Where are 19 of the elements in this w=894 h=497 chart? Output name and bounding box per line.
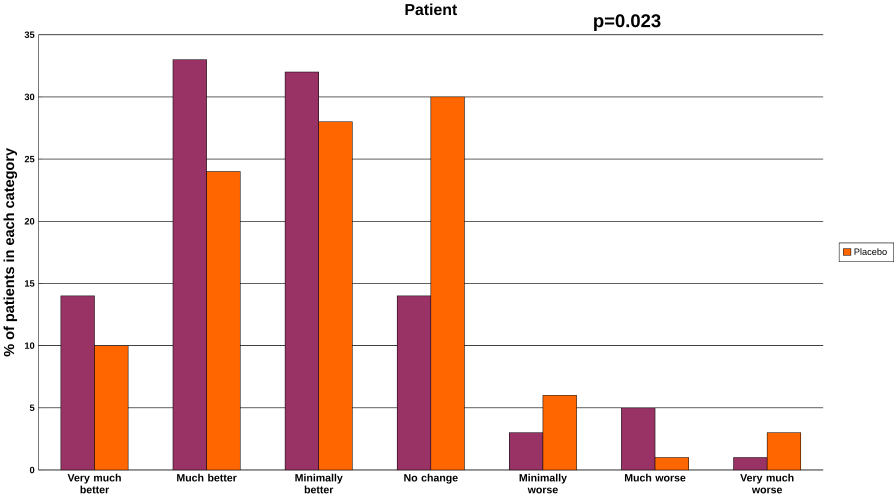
x-tick-label: Minimally better [295,474,343,494]
y-tick-label: 15 [24,280,34,287]
x-tick-label: No change [404,474,458,484]
y-tick-label: 30 [24,94,34,100]
y-axis-title: % of patients in each category [4,148,18,356]
y-tick-label: 20 [24,218,34,225]
x-tick-label: Much worse [624,474,686,482]
x-tick-label: Very much better [68,474,121,494]
x-tick-label: Very much worse [740,474,794,494]
y-tick-label: 10 [24,342,34,349]
x-tick-label: Minimally worse [520,474,567,494]
y-tick-label: 25 [24,156,34,162]
y-tick-label: 5 [30,404,34,412]
chart-title: Patient [406,4,458,16]
y-tick-label: 0 [30,466,34,474]
x-tick-label: Much better [177,474,237,482]
y-tick-label: 35 [24,32,34,38]
text: p=0.023 [594,14,660,31]
legend-label: Placebo [854,248,887,256]
